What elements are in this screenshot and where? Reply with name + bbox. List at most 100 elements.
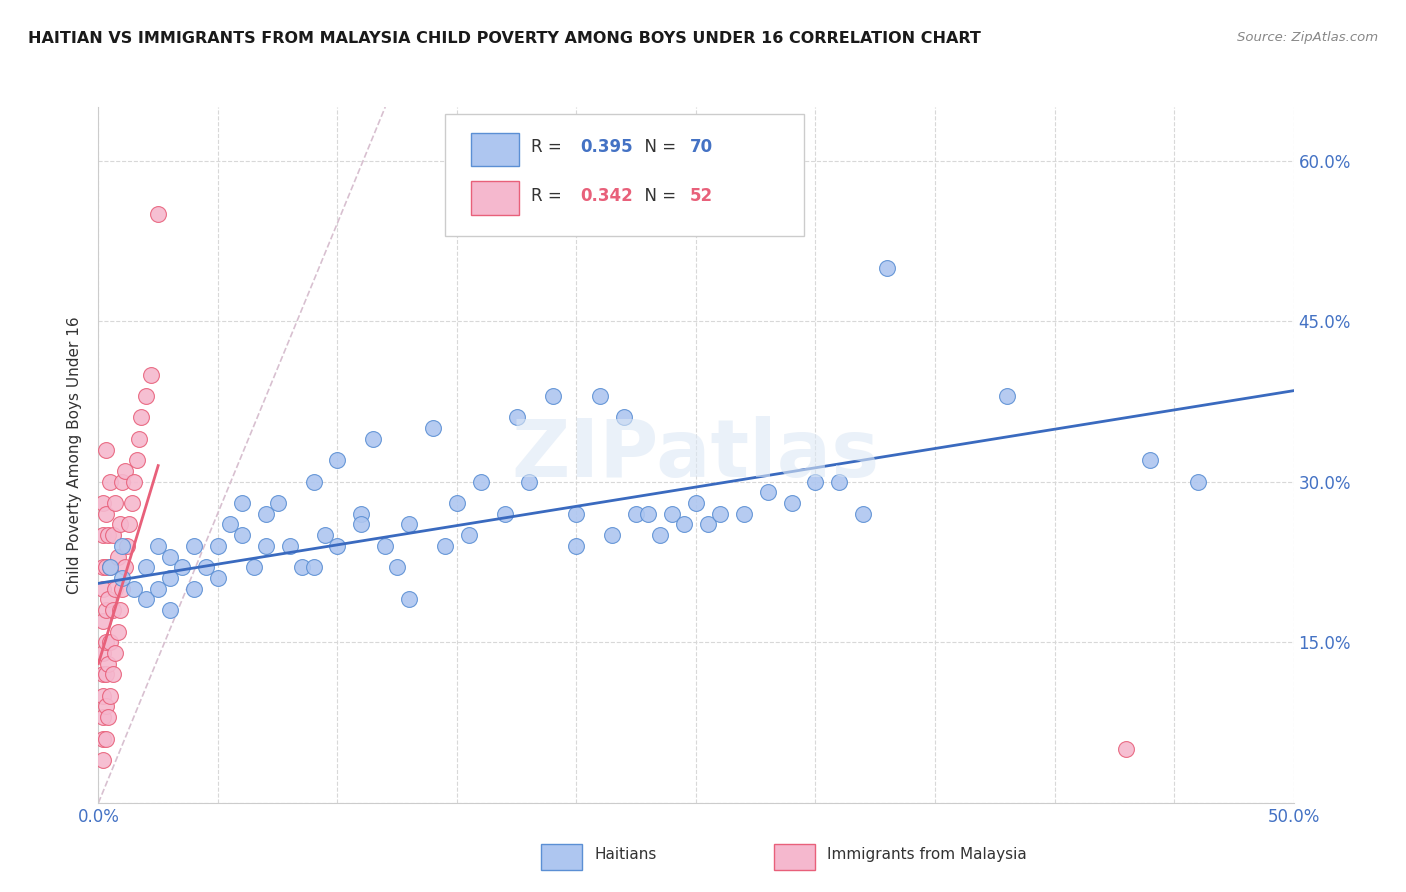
Point (91, 528, 114, 542)
Point (302, 475, 325, 489)
Point (135, 389, 157, 403)
Point (709, 507, 731, 521)
Point (97, 710, 120, 724)
Point (207, 571, 229, 585)
Point (104, 496, 127, 510)
Point (398, 517, 420, 532)
Point (98, 560, 122, 574)
Point (613, 410, 636, 425)
Text: R =: R = (531, 138, 567, 156)
Point (267, 496, 290, 510)
Point (94, 731, 117, 746)
Text: HAITIAN VS IMMIGRANTS FROM MALAYSIA CHILD POVERTY AMONG BOYS UNDER 16 CORRELATIO: HAITIAN VS IMMIGRANTS FROM MALAYSIA CHIL… (28, 31, 981, 46)
FancyBboxPatch shape (773, 844, 815, 871)
Point (124, 582, 146, 596)
Point (108, 517, 131, 532)
Point (254, 539, 277, 553)
Point (101, 603, 124, 617)
Point (733, 507, 755, 521)
Point (697, 517, 720, 532)
FancyBboxPatch shape (541, 844, 582, 871)
Point (243, 560, 266, 574)
Point (565, 539, 588, 553)
Point (135, 560, 157, 574)
Point (97, 657, 120, 671)
Point (183, 539, 205, 553)
Point (195, 560, 218, 574)
Point (98, 560, 122, 574)
Point (104, 582, 127, 596)
Point (172, 560, 194, 574)
Point (94, 635, 117, 649)
Point (1187, 475, 1209, 489)
Point (101, 667, 124, 681)
Point (661, 507, 683, 521)
Point (148, 539, 170, 553)
Point (852, 507, 875, 521)
Point (114, 560, 136, 574)
Text: Source: ZipAtlas.com: Source: ZipAtlas.com (1237, 31, 1378, 45)
Point (494, 507, 516, 521)
Point (148, 582, 170, 596)
Point (98, 689, 122, 703)
Point (97, 592, 120, 607)
FancyBboxPatch shape (471, 181, 519, 215)
Point (101, 528, 124, 542)
Point (183, 582, 205, 596)
Text: 70: 70 (690, 138, 713, 156)
Point (139, 368, 162, 382)
Point (91, 496, 114, 510)
Point (458, 528, 481, 542)
Point (385, 560, 409, 574)
Point (91, 646, 114, 660)
Point (302, 560, 325, 574)
Point (98, 635, 122, 649)
Point (94, 603, 117, 617)
Point (159, 549, 181, 564)
Point (1115, 742, 1137, 756)
Point (219, 517, 242, 532)
FancyBboxPatch shape (446, 114, 804, 235)
Point (159, 571, 181, 585)
Point (91, 689, 114, 703)
Point (434, 539, 457, 553)
Point (124, 475, 146, 489)
Point (350, 507, 373, 521)
Point (398, 592, 420, 607)
Point (94, 442, 117, 457)
Point (97, 528, 120, 542)
Text: Haitians: Haitians (595, 847, 657, 863)
Point (148, 207, 170, 221)
Point (111, 539, 134, 553)
Y-axis label: Child Poverty Among Boys Under 16: Child Poverty Among Boys Under 16 (67, 316, 83, 594)
Point (363, 432, 385, 446)
Point (565, 507, 588, 521)
Point (94, 667, 117, 681)
Point (107, 549, 129, 564)
Point (91, 582, 114, 596)
Point (422, 421, 444, 435)
Point (131, 410, 153, 425)
Point (673, 517, 696, 532)
Point (231, 496, 253, 510)
Text: 52: 52 (690, 187, 713, 205)
Point (231, 528, 253, 542)
Point (94, 560, 117, 574)
Point (446, 496, 468, 510)
Text: 0.395: 0.395 (581, 138, 633, 156)
Point (626, 507, 648, 521)
Point (121, 496, 143, 510)
Point (91, 560, 114, 574)
Point (876, 260, 898, 275)
Point (91, 753, 114, 767)
Text: N =: N = (634, 187, 681, 205)
Point (589, 389, 612, 403)
Text: N =: N = (634, 138, 681, 156)
Point (315, 528, 337, 542)
Point (326, 539, 349, 553)
Point (108, 603, 131, 617)
Point (91, 614, 114, 628)
Point (780, 496, 803, 510)
Point (135, 592, 157, 607)
Point (541, 389, 564, 403)
